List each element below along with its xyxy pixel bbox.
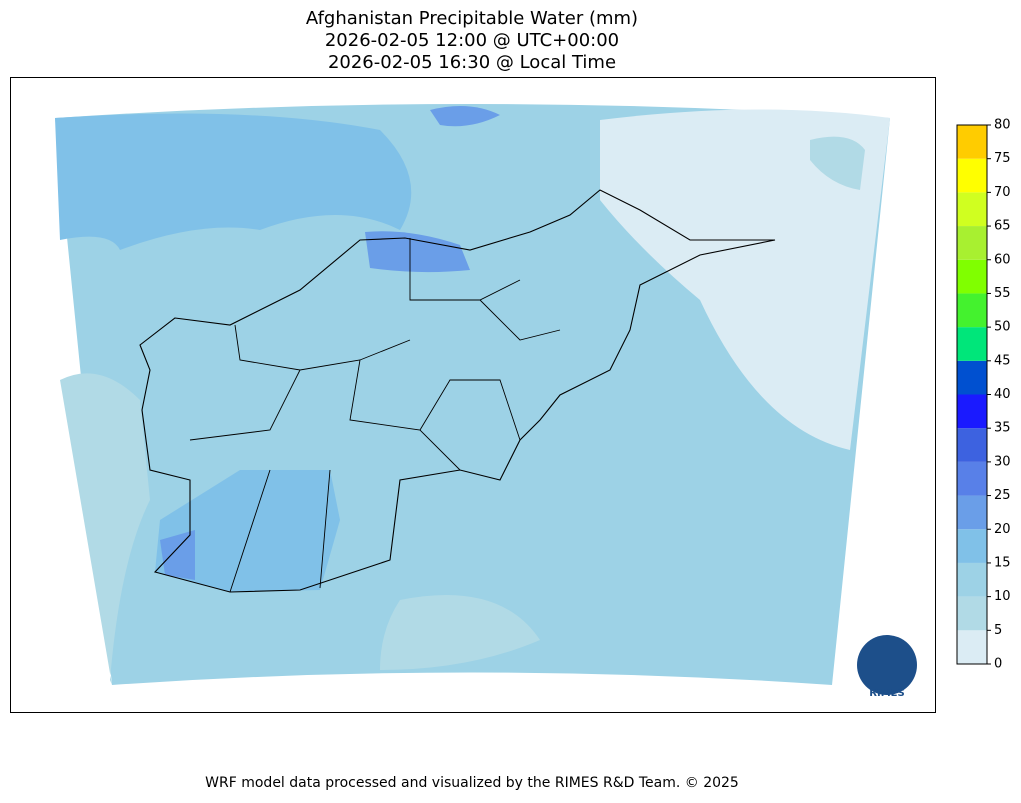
map: RIMES [10,77,936,713]
local-time: 2026-02-05 16:30 @ Local Time [328,52,616,73]
logo [857,635,917,695]
colorbar-segment [957,630,987,664]
colorbar-tick-label: 20 [994,522,1011,537]
colorbar-tick-label: 5 [994,623,1002,638]
colorbar-tick-label: 25 [994,488,1011,503]
colorbar-segment [957,562,987,597]
colorbar-segment [957,394,987,429]
colorbar-segment [957,529,987,563]
colorbar-tick-label: 70 [994,185,1011,200]
colorbar-tick-label: 75 [994,151,1011,166]
colorbar-tick-label: 0 [994,657,1002,672]
colorbar-tick-label: 30 [994,454,1011,469]
colorbar-tick-label: 40 [994,387,1011,402]
colorbar-tick-label: 45 [994,353,1011,368]
footer-credit: WRF model data processed and visualized … [205,775,739,791]
colorbar-segment [957,327,987,361]
utc-time: 2026-02-05 12:00 @ UTC+00:00 [325,30,619,51]
colorbar: 0 5 10 15 20 25 30 35 40 45 50 55 60 65 70 75 80 [956,118,1011,672]
title: Afghanistan Precipitable Water (mm) [306,8,638,29]
colorbar-segment [957,192,987,227]
colorbar-segment [957,226,987,260]
colorbar-tick-label: 80 [994,118,1011,133]
colorbar-segment [957,360,987,395]
colorbar-segment [957,596,987,631]
logo-label: RIMES [869,688,904,699]
colorbar-tick-label: 10 [994,589,1011,604]
colorbar-segment [957,428,987,462]
colorbar-tick-label: 60 [994,252,1011,267]
colorbar-tick-label: 65 [994,219,1011,234]
colorbar-segment [957,158,987,193]
colorbar-tick-label: 50 [994,320,1011,335]
colorbar-segment [957,293,987,328]
colorbar-segment [957,461,987,496]
colorbar-segment [957,259,987,294]
colorbar-tick-label: 15 [994,555,1011,570]
colorbar-tick-label: 35 [994,421,1011,436]
colorbar-segment [957,125,987,159]
colorbar-segment [957,495,987,530]
colorbar-tick-label: 55 [994,286,1011,301]
